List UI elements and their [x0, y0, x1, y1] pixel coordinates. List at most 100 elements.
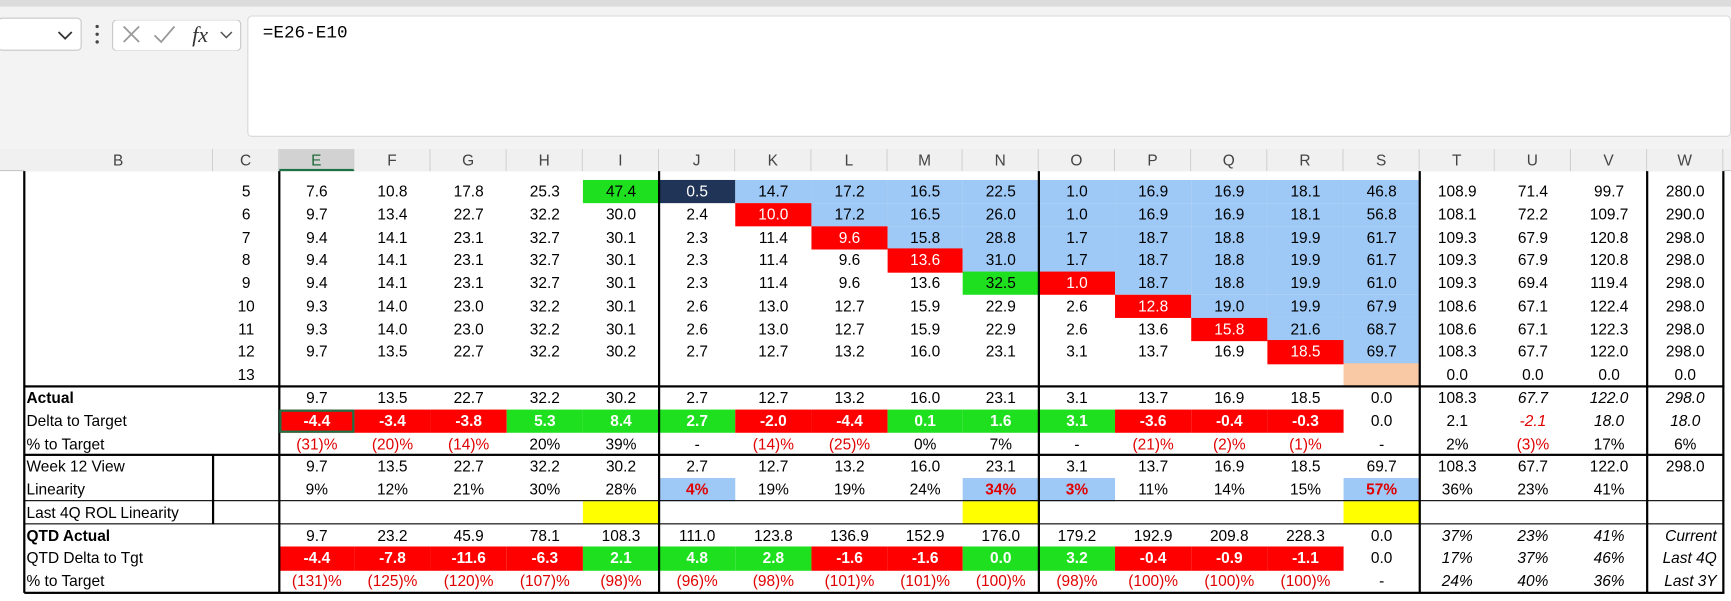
- cell[interactable]: 3.2: [1038, 546, 1116, 571]
- cell[interactable]: 0.0: [1446, 365, 1469, 384]
- cell[interactable]: (100)%: [975, 572, 1026, 590]
- cell-fill[interactable]: [582, 501, 660, 525]
- cell[interactable]: 18.0: [1594, 411, 1625, 430]
- cell[interactable]: 16.5: [887, 202, 963, 227]
- cell[interactable]: -: [1379, 572, 1385, 590]
- cell[interactable]: 109.3: [1437, 273, 1477, 292]
- cell[interactable]: 2.1: [582, 546, 660, 571]
- cell[interactable]: 0.0: [1598, 365, 1620, 384]
- cell[interactable]: 32.2: [529, 296, 560, 315]
- cell[interactable]: 1.6: [962, 409, 1039, 433]
- cell[interactable]: 23.1: [453, 228, 484, 246]
- cell[interactable]: 23.1: [985, 457, 1016, 476]
- cell[interactable]: 17%: [1593, 434, 1625, 453]
- cell[interactable]: 36%: [1441, 480, 1473, 499]
- column-header[interactable]: M: [887, 149, 963, 172]
- fx-icon[interactable]: fx: [192, 22, 208, 47]
- cell[interactable]: (98)%: [600, 572, 642, 590]
- cell[interactable]: 9.4: [306, 228, 328, 246]
- cell[interactable]: 15.8: [887, 225, 963, 250]
- cell[interactable]: 9.6: [838, 273, 861, 292]
- cell[interactable]: 9.7: [306, 388, 328, 407]
- cell[interactable]: 19%: [757, 480, 789, 499]
- cell[interactable]: 16.9: [1115, 202, 1192, 227]
- cell[interactable]: 13.6: [887, 248, 963, 273]
- cell[interactable]: 11.4: [758, 228, 788, 246]
- cell[interactable]: 45.9: [453, 526, 484, 544]
- cell[interactable]: 13.0: [758, 319, 789, 338]
- cell[interactable]: 24%: [1441, 572, 1473, 590]
- cell[interactable]: 21.6: [1267, 317, 1344, 342]
- cell[interactable]: 13.5: [377, 342, 408, 361]
- cell[interactable]: (125)%: [367, 572, 418, 590]
- column-header[interactable]: Q: [1191, 149, 1268, 172]
- cell[interactable]: 23.1: [453, 250, 484, 269]
- cell[interactable]: 179.2: [1057, 526, 1097, 544]
- cell[interactable]: 176.0: [981, 526, 1021, 544]
- cell[interactable]: 72.2: [1517, 205, 1548, 223]
- column-header[interactable]: L: [811, 149, 888, 172]
- cell[interactable]: 67.7: [1517, 388, 1548, 407]
- cell[interactable]: 2.6: [686, 319, 708, 338]
- cell[interactable]: 32.7: [529, 273, 560, 292]
- cell[interactable]: 14.0: [377, 296, 408, 315]
- cell[interactable]: 14.1: [377, 250, 408, 269]
- cell[interactable]: 9.3: [306, 296, 328, 315]
- cell[interactable]: (14)%: [752, 434, 794, 453]
- cell[interactable]: 2.1: [1446, 411, 1469, 430]
- cell[interactable]: 6%: [1674, 434, 1697, 453]
- cell[interactable]: 1.0: [1038, 271, 1116, 296]
- cell[interactable]: -7.8: [354, 546, 431, 571]
- cell[interactable]: 18.5: [1267, 340, 1344, 365]
- cell[interactable]: (14)%: [448, 434, 490, 453]
- cell[interactable]: -: [1074, 434, 1080, 453]
- column-header[interactable]: R: [1267, 149, 1344, 172]
- column-header[interactable]: O: [1038, 149, 1116, 172]
- cell[interactable]: 0.0: [1370, 549, 1393, 567]
- cell[interactable]: 13.5: [377, 457, 408, 476]
- cell[interactable]: 9%: [305, 480, 329, 499]
- cell[interactable]: 2.8: [735, 546, 812, 571]
- cell[interactable]: 1.7: [1038, 248, 1116, 273]
- cell[interactable]: -1.1: [1267, 546, 1344, 571]
- cell[interactable]: (120)%: [443, 572, 494, 590]
- cell[interactable]: 13.2: [834, 342, 865, 361]
- cell[interactable]: 34%: [962, 478, 1039, 502]
- cell[interactable]: 13.6: [910, 273, 941, 292]
- cell[interactable]: 13.2: [834, 457, 865, 476]
- cell[interactable]: (96)%: [676, 572, 718, 590]
- cell[interactable]: 20%: [529, 434, 561, 453]
- cell[interactable]: 25.3: [529, 182, 560, 200]
- cell[interactable]: (21)%: [1132, 434, 1174, 453]
- cell[interactable]: 22.5: [962, 179, 1039, 204]
- cell[interactable]: 3.1: [1038, 409, 1116, 433]
- cell[interactable]: 13.2: [834, 388, 865, 407]
- cell[interactable]: 0.0: [1370, 388, 1393, 407]
- cell[interactable]: -1.6: [887, 546, 963, 571]
- cell[interactable]: 228.3: [1286, 526, 1325, 544]
- cell[interactable]: -0.4: [1191, 409, 1268, 433]
- cell[interactable]: 18.5: [1290, 457, 1321, 476]
- cell[interactable]: 57%: [1343, 478, 1420, 502]
- cell[interactable]: 14.1: [377, 273, 408, 292]
- cell[interactable]: 30.1: [605, 228, 637, 246]
- cell[interactable]: 0.0: [962, 546, 1039, 571]
- cell[interactable]: 22.9: [985, 296, 1016, 315]
- cell[interactable]: 32.5: [962, 271, 1039, 296]
- cell[interactable]: 16.9: [1191, 179, 1268, 204]
- cell[interactable]: 18.0: [1670, 411, 1701, 430]
- cell[interactable]: 298.0: [1665, 388, 1705, 407]
- cell[interactable]: 2.6: [1066, 296, 1088, 315]
- cell[interactable]: 9.7: [306, 342, 328, 361]
- cell[interactable]: 9.4: [306, 273, 328, 292]
- cell[interactable]: 99.7: [1594, 182, 1625, 200]
- cell[interactable]: (100)%: [1280, 572, 1331, 590]
- cell[interactable]: 108.3: [1437, 342, 1477, 361]
- cell[interactable]: 23.0: [453, 319, 484, 338]
- cell[interactable]: 18.1: [1267, 179, 1344, 204]
- cell[interactable]: 41%: [1593, 526, 1625, 544]
- cell[interactable]: 69.7: [1343, 340, 1420, 365]
- cell[interactable]: 1.0: [1038, 202, 1116, 227]
- cell[interactable]: 21%: [453, 480, 485, 499]
- cell[interactable]: 56.8: [1343, 202, 1420, 227]
